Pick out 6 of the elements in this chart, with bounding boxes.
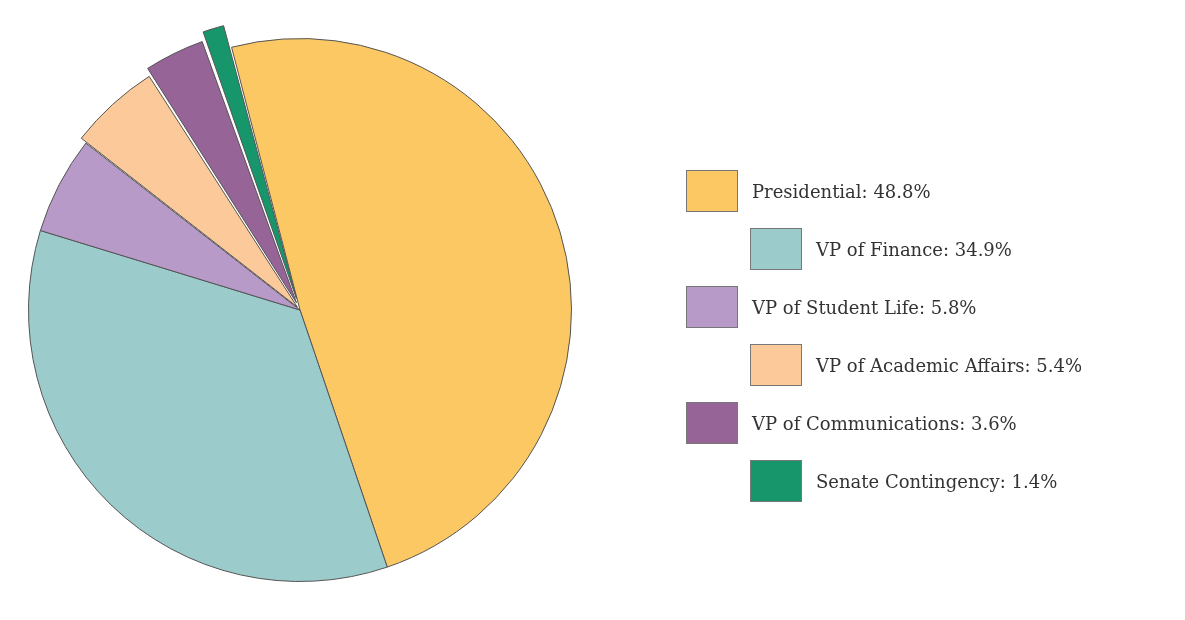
legend-label: VP of Finance: 34.9% <box>816 238 1012 260</box>
legend-label: Presidential: 48.8% <box>752 180 931 202</box>
legend-label: VP of Academic Affairs: 5.4% <box>816 354 1082 376</box>
legend-label: VP of Student Life: 5.8% <box>752 296 977 318</box>
legend-label: Senate Contingency: 1.4% <box>816 470 1058 492</box>
legend-label: VP of Communications: 3.6% <box>752 412 1017 434</box>
